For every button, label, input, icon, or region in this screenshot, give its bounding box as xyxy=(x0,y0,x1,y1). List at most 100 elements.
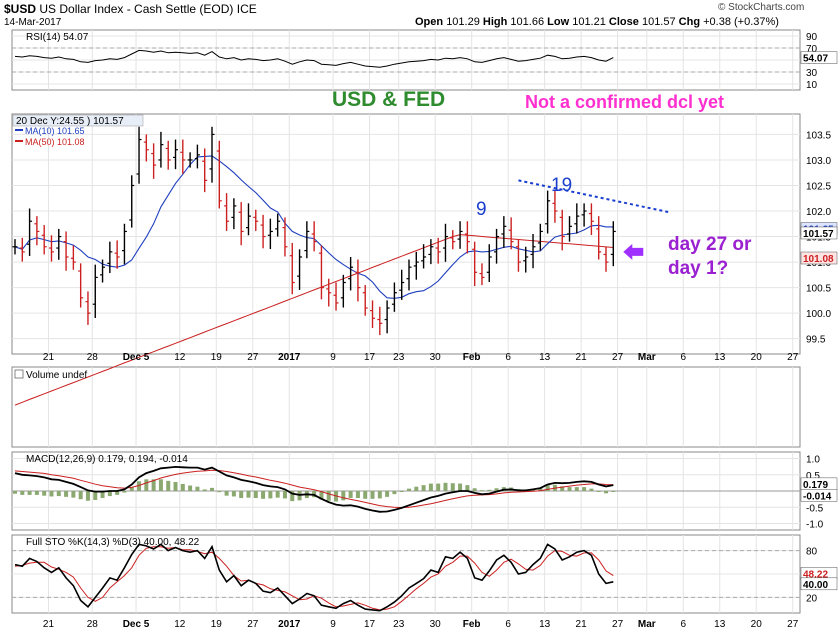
x-tick-label: 13 xyxy=(714,619,726,630)
macd-hist-bar xyxy=(210,487,214,491)
macd-hist-bar xyxy=(479,490,484,492)
x-tick-label: 2017 xyxy=(278,352,301,363)
stockcharts-logo: © StockCharts.com xyxy=(718,2,805,13)
y-tick-label: 90 xyxy=(806,32,818,43)
y-tick-label: 80 xyxy=(806,547,818,558)
x-tick-label: 21 xyxy=(576,619,588,630)
macd-hist-bar xyxy=(355,491,360,499)
macd-hist-bar xyxy=(582,487,587,491)
x-tick-label: 21 xyxy=(43,352,55,363)
x-tick-label: 13 xyxy=(539,619,551,630)
chart-labels: 21 28 Dec 5 12 19 27 2017 9 17 23 30 Feb 6 13 21 27 Mar 6… xyxy=(12,32,838,630)
x-tick-label: 12 xyxy=(174,352,186,363)
x-tick-label: 30 xyxy=(430,619,442,630)
x-tick-label: 2017 xyxy=(278,619,301,630)
volume-legend-swatch xyxy=(14,369,24,379)
x-tick-label: Feb xyxy=(463,619,481,630)
macd-hist-bar xyxy=(487,489,492,491)
high-value: 101.66 xyxy=(510,16,545,28)
macd-hist-bar xyxy=(217,491,222,493)
macd-hist-bar xyxy=(20,491,25,495)
macd-label: MACD(12,26,9) 0.179, 0.194, -0.014 xyxy=(26,454,188,465)
macd-hist-bar xyxy=(589,488,594,491)
y-tick-label: 100.0 xyxy=(806,309,831,320)
macd-hist-bar xyxy=(129,487,134,491)
macd-hist-bar xyxy=(231,491,236,497)
x-tick-label: 6 xyxy=(680,619,686,630)
high-label: High xyxy=(482,16,508,28)
macd-hist-bar xyxy=(348,491,353,499)
macd-hist-bar xyxy=(151,479,156,491)
macd-hist-bar xyxy=(158,479,163,491)
macd-hist-bar xyxy=(545,485,550,491)
x-tick-label: 28 xyxy=(87,352,99,363)
macd-hist-bar xyxy=(13,491,17,494)
x-tick-label: 13 xyxy=(714,352,726,363)
x-tick-label: Mar xyxy=(638,352,656,363)
macd-hist-bar xyxy=(173,482,178,491)
macd-hist-bar xyxy=(78,491,83,500)
ma10-legend-swatch xyxy=(15,129,23,131)
macd-hist-bar xyxy=(290,491,295,502)
macd-hist-bar xyxy=(107,491,112,497)
chg-label: Chg xyxy=(678,16,701,28)
sto-k-tag-box xyxy=(800,577,838,591)
rsi-line xyxy=(14,49,614,68)
y-tick-label: 0.5 xyxy=(806,471,820,482)
macd-hist-bar xyxy=(326,491,331,501)
macd-hist-bar xyxy=(319,491,324,500)
chg-value: +0.38 (+0.37%) xyxy=(703,16,779,28)
macd-hist-bar xyxy=(246,491,251,498)
macd-hist-bar xyxy=(122,491,127,493)
macd-hist-bar xyxy=(414,486,419,491)
annotation-note: Not a confirmed dcl yet xyxy=(525,92,725,112)
macd-hist-bar xyxy=(611,491,616,492)
macd-tag: 0.179 xyxy=(803,480,828,491)
macd-hist-bar xyxy=(137,481,142,491)
x-tick-label: 6 xyxy=(505,352,511,363)
rsi-tag: 54.07 xyxy=(803,54,828,65)
macd-hist-bar xyxy=(93,491,98,500)
macd-hist-bar xyxy=(370,491,375,499)
y-tick-label: 70 xyxy=(806,44,818,55)
resistance-line xyxy=(518,179,669,214)
y-tick-label: 102.0 xyxy=(806,207,831,218)
annotation-title: USD & FED xyxy=(332,88,446,111)
y-tick-label: 103.0 xyxy=(806,156,831,167)
cycle-question-line2: day 1? xyxy=(668,258,729,279)
y-tick-label: 20 xyxy=(806,593,818,604)
ma10-legend: MA(10) 101.65 xyxy=(25,126,85,136)
y-tick-label: 30 xyxy=(806,68,818,79)
macd-hist-bar xyxy=(465,485,470,491)
x-tick-label: 17 xyxy=(364,619,376,630)
macd-hist-tag-box xyxy=(800,489,838,502)
last-close-tag: 101.57 xyxy=(803,229,834,240)
macd-hist-bar xyxy=(567,487,572,491)
x-tick-label: 9 xyxy=(330,352,336,363)
macd-hist-bar xyxy=(428,483,433,491)
macd-line xyxy=(14,465,614,513)
macd-hist-bar xyxy=(56,491,61,497)
ma50-legend: MA(50) 101.08 xyxy=(25,137,85,147)
macd-hist-tag: -0.014 xyxy=(803,491,832,502)
left-arrow-icon xyxy=(623,243,644,260)
ma50-tag: 101.08 xyxy=(803,254,834,265)
x-tick-label: Dec 5 xyxy=(123,352,150,363)
macd-hist-bar xyxy=(27,491,32,495)
macd-signal-line xyxy=(14,469,614,509)
macd-hist-bar xyxy=(407,488,411,491)
x-tick-label: 19 xyxy=(211,619,223,630)
macd-hist-bar xyxy=(275,491,280,498)
y-tick-label: 102.5 xyxy=(806,181,831,192)
chart-date: 14-Mar-2017 xyxy=(4,17,62,28)
macd-hist-bar xyxy=(71,491,76,498)
cycle-count-19: 19 xyxy=(551,175,573,196)
x-tick-label: 27 xyxy=(787,619,799,630)
macd-hist-bar xyxy=(341,491,346,501)
y-tick-label: -0.5 xyxy=(806,503,824,514)
x-tick-label: 17 xyxy=(364,352,376,363)
hover-box-text: 20 Dec Y:24.55 ) 101.57 xyxy=(16,116,124,127)
grid-lines xyxy=(12,30,800,613)
x-tick-label: Mar xyxy=(638,619,656,630)
